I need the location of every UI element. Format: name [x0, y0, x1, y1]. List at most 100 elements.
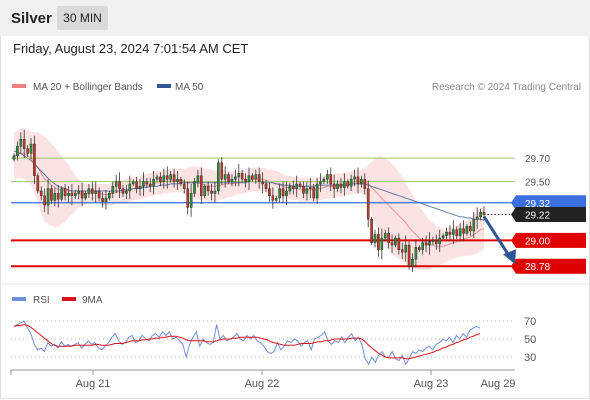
candle [94, 181, 98, 203]
candle [80, 182, 84, 207]
candle-body [302, 186, 305, 194]
candle [179, 176, 183, 187]
candle [67, 186, 70, 203]
candle [274, 195, 278, 203]
candle-body [251, 175, 254, 180]
candle [131, 179, 135, 187]
candle-body [411, 258, 414, 267]
candle [148, 178, 152, 193]
candle [329, 167, 333, 191]
candle-body [70, 193, 74, 196]
candle [326, 169, 329, 184]
candle-body [360, 179, 363, 185]
candle-body [390, 242, 394, 246]
candle [257, 167, 261, 189]
candle [394, 235, 397, 248]
candle-body [74, 193, 77, 196]
level-tag-bg [511, 207, 586, 223]
level-tag-text: 29.22 [525, 211, 550, 222]
rsi-line [13, 320, 481, 366]
candle [469, 221, 472, 236]
candle [319, 173, 322, 193]
candle-body [39, 190, 43, 196]
rsi-legend: RSI 9MA [12, 295, 103, 306]
candle [135, 176, 138, 194]
candle [39, 186, 43, 201]
candle [346, 179, 350, 189]
candle [288, 182, 292, 195]
candle [50, 185, 53, 204]
candle [298, 181, 302, 189]
candle-body [176, 179, 179, 182]
candle [108, 191, 111, 201]
candle-body [295, 183, 298, 189]
candle [465, 223, 469, 236]
price-legend: MA 20 + Bollinger Bands MA 50 [12, 82, 204, 93]
candle-body [94, 190, 98, 194]
candle-body [445, 231, 448, 236]
level-tag-bg [511, 232, 586, 248]
candle-body [285, 190, 288, 196]
candle [74, 189, 77, 200]
candle-body [322, 179, 326, 182]
candle-body [145, 181, 149, 185]
candle-body [329, 174, 333, 185]
candle [128, 175, 132, 200]
level-tag-text: 29.00 [525, 236, 550, 247]
candle-body [43, 195, 46, 206]
candle [77, 185, 81, 200]
x-tick-label: Aug 23 [414, 378, 449, 390]
candle-body [349, 179, 353, 187]
candle [63, 183, 67, 201]
candle [448, 225, 452, 242]
candle-body [298, 183, 302, 187]
candle-body [56, 193, 60, 200]
candle-body [271, 195, 275, 201]
candle-body [114, 181, 118, 187]
candle-body [254, 174, 258, 180]
candle-body [438, 237, 442, 245]
x-tick-label: Aug 29 [481, 378, 516, 390]
candle-body [111, 186, 115, 194]
candle [43, 188, 46, 213]
candle-body [67, 193, 70, 196]
candle [213, 181, 217, 203]
candle-body [247, 175, 251, 182]
candle [336, 180, 339, 193]
candle [370, 216, 373, 246]
candle-body [332, 183, 336, 189]
candle-body [125, 190, 128, 194]
level-label-29.70: 29.70 [525, 154, 550, 165]
candle [217, 159, 220, 195]
candle-body [19, 139, 23, 147]
candle [458, 222, 462, 242]
candle-body [380, 237, 384, 250]
candle [104, 189, 108, 210]
candle [475, 207, 479, 229]
candle [285, 181, 288, 206]
level-label-29.50: 29.50 [525, 178, 550, 189]
candle [312, 183, 316, 202]
candle [356, 167, 360, 194]
candle [428, 232, 431, 255]
candle-body [104, 197, 108, 202]
candle-body [213, 190, 217, 194]
candle-body [50, 188, 53, 201]
candle-body [121, 188, 125, 194]
candle-body [455, 229, 459, 236]
candle [84, 191, 87, 201]
candle [244, 173, 247, 188]
candle [251, 173, 254, 182]
candle [309, 178, 312, 199]
candle-body [165, 175, 169, 180]
candle-body [366, 188, 370, 220]
timeframe-badge[interactable]: 30 MIN [57, 6, 108, 30]
candle-body [278, 188, 281, 199]
candle [268, 182, 271, 202]
candle-body [472, 219, 476, 232]
candle-body [257, 174, 261, 182]
candle [264, 180, 268, 193]
candle-body [288, 186, 292, 192]
candle-body [227, 174, 230, 182]
candle-body [169, 174, 172, 180]
